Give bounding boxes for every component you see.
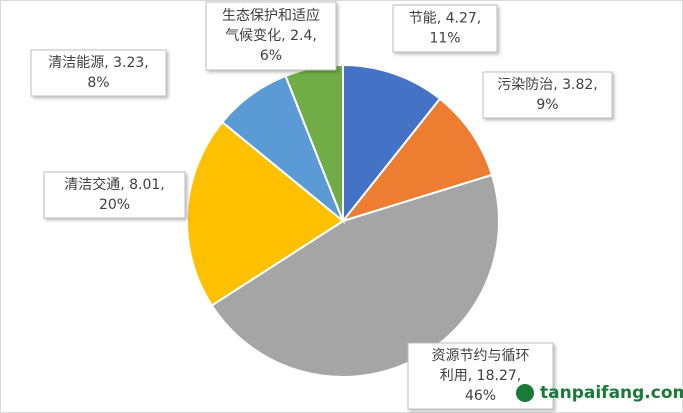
label-box — [205, 1, 337, 71]
data-label: 6% — [260, 48, 282, 64]
label-box — [30, 49, 167, 97]
data-label: 清洁交通, 8.01, — [64, 176, 165, 193]
data-label: 生态保护和适应 — [222, 7, 320, 24]
data-label: 清洁能源, 3.23, — [48, 55, 149, 71]
data-label: 污染防治, 3.82, — [497, 77, 598, 93]
data-label: 资源节约与循环 — [432, 348, 530, 364]
label-box — [482, 71, 613, 119]
label-box — [43, 171, 186, 219]
data-label: 46% — [465, 388, 496, 404]
data-label: 利用, 18.27, — [440, 368, 521, 384]
data-label: 8% — [87, 75, 109, 91]
slice — [342, 63, 442, 224]
data-label: 9% — [536, 97, 558, 113]
pie — [186, 63, 500, 378]
data-label: 气候变化, 2.4, — [225, 28, 317, 44]
label-box — [392, 4, 498, 53]
data-label: 20% — [99, 197, 130, 213]
data-label: 11% — [429, 31, 460, 47]
slice — [186, 120, 345, 307]
slice — [340, 97, 494, 223]
data-label: 节能, 4.27, — [409, 11, 482, 27]
watermark-logo — [516, 384, 534, 402]
watermark: tanpaifang.com — [540, 383, 683, 403]
